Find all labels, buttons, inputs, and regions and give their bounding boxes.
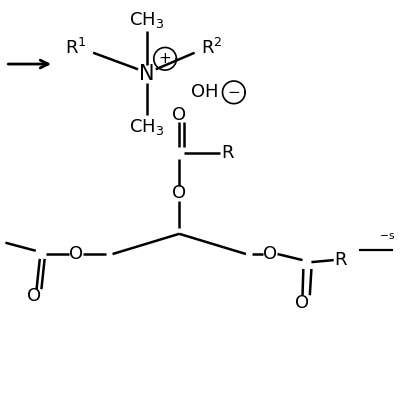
Text: R: R bbox=[335, 251, 347, 269]
Text: $\mathrm{CH_3}$: $\mathrm{CH_3}$ bbox=[129, 117, 164, 137]
Text: +: + bbox=[159, 51, 171, 66]
Text: $\mathrm{OH}$: $\mathrm{OH}$ bbox=[190, 83, 217, 101]
Text: $\mathrm{R^1}$: $\mathrm{R^1}$ bbox=[66, 38, 87, 58]
Text: O: O bbox=[172, 105, 186, 124]
Text: O: O bbox=[263, 245, 277, 263]
Text: O: O bbox=[172, 184, 186, 202]
Text: −: − bbox=[228, 85, 240, 100]
Text: O: O bbox=[295, 293, 310, 311]
Text: R: R bbox=[221, 144, 234, 162]
Text: O: O bbox=[69, 245, 83, 263]
Text: $\mathrm{CH_3}$: $\mathrm{CH_3}$ bbox=[129, 10, 164, 30]
Text: $\mathrm{R^2}$: $\mathrm{R^2}$ bbox=[201, 38, 222, 58]
Text: O: O bbox=[28, 287, 42, 306]
Text: $\mathregular{^{-s}}$: $\mathregular{^{-s}}$ bbox=[379, 232, 396, 247]
Text: N: N bbox=[139, 64, 155, 84]
